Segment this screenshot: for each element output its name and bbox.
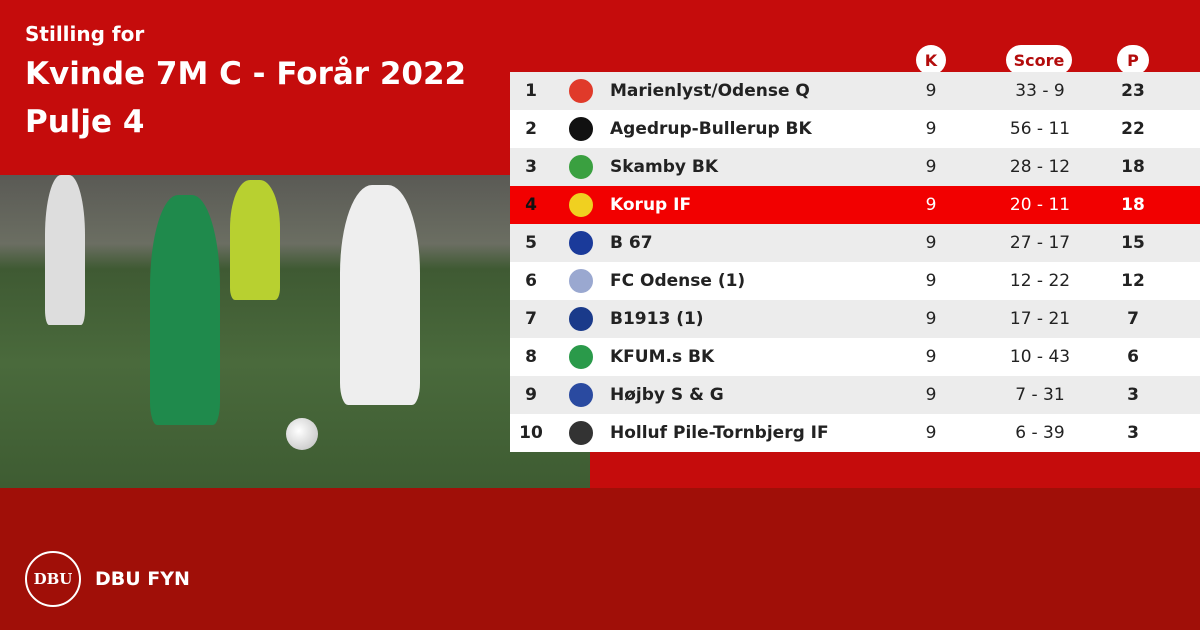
team-name: B 67 [610, 233, 653, 253]
page-title: Kvinde 7M C - Forår 2022 [25, 56, 467, 92]
score: 12 - 22 [1009, 271, 1071, 291]
column-header-k: K [916, 45, 946, 75]
team-logo-icon [552, 155, 610, 179]
team-name: Højby S & G [610, 385, 724, 405]
column-header-score: Score [1006, 45, 1072, 75]
score: 20 - 11 [1009, 195, 1071, 215]
team-name: Korup IF [610, 195, 692, 215]
table-row: 6 FC Odense (1) 9 12 - 22 12 [510, 262, 1200, 300]
subtitle: Stilling for [25, 22, 145, 46]
table-row: 3 Skamby BK 9 28 - 12 18 [510, 148, 1200, 186]
team-name: Holluf Pile-Tornbjerg IF [610, 423, 829, 443]
score: 27 - 17 [1009, 233, 1071, 253]
position: 10 [519, 423, 543, 443]
dbu-logo: DBU [25, 551, 81, 607]
score: 28 - 12 [1009, 157, 1071, 177]
team-name: Agedrup-Bullerup BK [610, 119, 812, 139]
score: 6 - 39 [1015, 423, 1065, 443]
score: 56 - 11 [1009, 119, 1071, 139]
matches: 9 [925, 347, 937, 367]
position: 3 [525, 157, 537, 177]
position: 4 [525, 195, 537, 215]
points: 12 [1121, 271, 1145, 291]
team-logo-icon [552, 193, 610, 217]
points: 18 [1121, 157, 1145, 177]
team-name: B1913 (1) [610, 309, 704, 329]
points: 3 [1127, 423, 1139, 443]
position: 2 [525, 119, 537, 139]
points: 18 [1121, 195, 1145, 215]
table-row: 8 KFUM.s BK 9 10 - 43 6 [510, 338, 1200, 376]
score: 33 - 9 [1015, 81, 1065, 101]
matches: 9 [925, 309, 937, 329]
table-row: 4 Korup IF 9 20 - 11 18 [510, 186, 1200, 224]
points: 3 [1127, 385, 1139, 405]
team-logo-icon [552, 345, 610, 369]
matches: 9 [925, 271, 937, 291]
team-logo-icon [552, 269, 610, 293]
matches: 9 [925, 195, 937, 215]
team-logo-icon [552, 307, 610, 331]
score: 7 - 31 [1015, 385, 1065, 405]
table-row: 10 Holluf Pile-Tornbjerg IF 9 6 - 39 3 [510, 414, 1200, 452]
position: 9 [525, 385, 537, 405]
points: 6 [1127, 347, 1139, 367]
position: 7 [525, 309, 537, 329]
position: 5 [525, 233, 537, 253]
matches: 9 [925, 119, 937, 139]
team-logo-icon [552, 421, 610, 445]
points: 7 [1127, 309, 1139, 329]
points: 15 [1121, 233, 1145, 253]
pool-title: Pulje 4 [25, 104, 145, 140]
team-name: KFUM.s BK [610, 347, 715, 367]
position: 1 [525, 81, 537, 101]
team-logo-icon [552, 231, 610, 255]
matches: 9 [925, 423, 937, 443]
table-row: 2 Agedrup-Bullerup BK 9 56 - 11 22 [510, 110, 1200, 148]
ball [286, 418, 318, 450]
matches: 9 [925, 233, 937, 253]
matches: 9 [925, 157, 937, 177]
matches: 9 [925, 81, 937, 101]
column-header-p: P [1117, 45, 1149, 75]
team-name: Skamby BK [610, 157, 719, 177]
points: 23 [1121, 81, 1145, 101]
position: 6 [525, 271, 537, 291]
matches: 9 [925, 385, 937, 405]
match-photo [0, 175, 590, 488]
score: 10 - 43 [1009, 347, 1071, 367]
table-row: 7 B1913 (1) 9 17 - 21 7 [510, 300, 1200, 338]
team-logo-icon [552, 79, 610, 103]
points: 22 [1121, 119, 1145, 139]
table-row: 5 B 67 9 27 - 17 15 [510, 224, 1200, 262]
brand-name: DBU FYN [95, 568, 190, 590]
standings-table: 1 Marienlyst/Odense Q 9 33 - 9 23 2 Agedr… [510, 72, 1200, 452]
table-row: 9 Højby S & G 9 7 - 31 3 [510, 376, 1200, 414]
team-logo-icon [552, 117, 610, 141]
team-logo-icon [552, 383, 610, 407]
team-name: Marienlyst/Odense Q [610, 81, 810, 101]
position: 8 [525, 347, 537, 367]
team-name: FC Odense (1) [610, 271, 746, 291]
table-row: 1 Marienlyst/Odense Q 9 33 - 9 23 [510, 72, 1200, 110]
score: 17 - 21 [1009, 309, 1071, 329]
